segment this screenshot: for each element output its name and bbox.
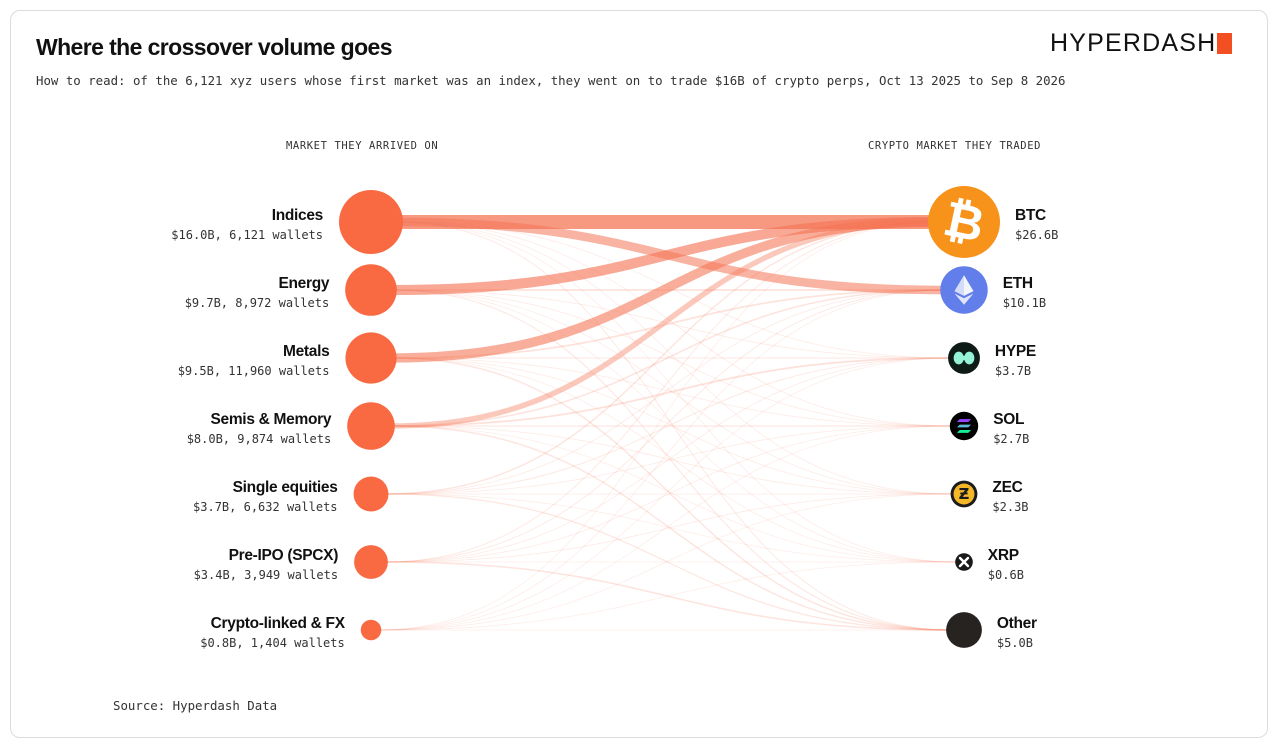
zec-icon[interactable]: Ƶ (950, 480, 978, 508)
source-nodes: Indices $16.0B, 6,121 wallets Energy $9.7B,… (171, 190, 403, 650)
target-label: ETH (1003, 275, 1033, 292)
source-value: $16.0B, 6,121 wallets (171, 228, 323, 242)
source-value: $9.5B, 11,960 wallets (178, 364, 330, 378)
source-note: Source: Hyperdash Data (113, 698, 278, 713)
flow-link (390, 289, 946, 427)
source-value: $3.7B, 6,632 wallets (193, 500, 338, 514)
target-label: XRP (988, 547, 1019, 564)
flow-link (384, 357, 952, 495)
flow-link (391, 289, 954, 495)
source-label: Energy (278, 275, 329, 292)
source-value: $9.7B, 8,972 wallets (185, 296, 330, 310)
target-value: $26.6B (1015, 228, 1058, 242)
flow-link (379, 357, 952, 631)
flow-link (384, 493, 954, 563)
target-value: $5.0B (997, 636, 1033, 650)
source-label: Metals (283, 343, 329, 360)
source-value: $0.8B, 1,404 wallets (200, 636, 345, 650)
flow-link (379, 425, 953, 631)
chart-title: Where the crossover volume goes (36, 34, 393, 60)
flow-link (384, 493, 950, 631)
target-value: $0.6B (988, 568, 1024, 582)
flow-link (379, 289, 946, 631)
flow-link (391, 357, 957, 563)
target-value: $2.3B (992, 500, 1028, 514)
target-value: $2.7B (993, 432, 1029, 446)
source-node[interactable] (347, 402, 395, 450)
source-label: Single equities (233, 479, 338, 496)
source-label: Crypto-linked & FX (211, 615, 346, 632)
source-node[interactable] (345, 264, 397, 316)
sol-icon[interactable] (949, 411, 979, 441)
flow-link (384, 289, 946, 495)
flow-link (390, 425, 954, 495)
flow-link (384, 289, 946, 563)
target-value: $10.1B (1003, 296, 1046, 310)
right-column-header: CRYPTO MARKET THEY TRADED (868, 140, 1042, 152)
source-value: $3.4B, 3,949 wallets (194, 568, 339, 582)
flow-link (396, 221, 954, 495)
svg-text:Ƶ: Ƶ (959, 486, 970, 503)
flow-link (391, 357, 950, 631)
left-column-header: MARKET THEY ARRIVED ON (286, 140, 439, 152)
brand-square-icon (1217, 33, 1233, 54)
chart-card (10, 10, 1268, 738)
flow-link (390, 219, 936, 429)
flow-link (391, 217, 936, 363)
flow-link (379, 221, 936, 631)
source-label: Pre-IPO (SPCX) (229, 547, 339, 564)
flow-links (379, 214, 957, 631)
source-value: $8.0B, 9,874 wallets (187, 432, 332, 446)
target-label: Other (997, 615, 1037, 632)
source-node[interactable] (354, 545, 388, 579)
flow-link (384, 493, 957, 563)
flow-link (390, 425, 950, 631)
source-node[interactable] (339, 190, 403, 254)
flow-link (390, 425, 957, 563)
source-label: Semis & Memory (210, 411, 331, 428)
source-node[interactable] (353, 476, 389, 512)
other-icon[interactable] (946, 612, 982, 648)
btc-icon[interactable]: ₿ (928, 186, 1000, 258)
flow-link (379, 493, 954, 631)
flow-link (384, 221, 936, 495)
flow-link (396, 221, 953, 427)
flow-link (379, 561, 957, 631)
flow-link (384, 425, 953, 495)
flow-link (384, 425, 953, 563)
brand-wordmark: HYPERDASH (1050, 29, 1217, 57)
target-label: HYPE (995, 343, 1036, 360)
flow-link (396, 221, 957, 563)
chart-subtitle: How to read: of the 6,121 xyz users whos… (36, 73, 1066, 88)
xrp-icon[interactable] (955, 553, 973, 571)
target-label: ZEC (992, 479, 1022, 496)
target-nodes: ₿ BTC $26.6B ETH $10.1B HYPE $3.7B SOL $2.7B Ƶ ZEC… (928, 186, 1058, 650)
source-label: Indices (272, 207, 323, 224)
target-value: $3.7B (995, 364, 1031, 378)
flow-link (390, 357, 952, 427)
target-label: SOL (993, 411, 1024, 428)
flow-link (384, 221, 936, 563)
flow-link (391, 357, 953, 427)
brand-logo[interactable]: HYPERDASH (1050, 29, 1233, 58)
flow-link (391, 289, 957, 563)
source-node[interactable] (345, 332, 397, 384)
flow-link (391, 357, 954, 495)
flow-link (391, 289, 953, 427)
source-node[interactable] (360, 619, 382, 641)
flow-link (384, 357, 952, 563)
flow-link (391, 289, 950, 631)
hype-icon[interactable] (948, 342, 980, 374)
flow-link (391, 289, 952, 359)
flow-link (396, 221, 950, 631)
flow-link (391, 289, 946, 359)
flow-link (396, 221, 952, 359)
eth-icon[interactable] (940, 266, 988, 314)
flow-link (384, 561, 950, 631)
target-label: BTC (1015, 207, 1046, 224)
